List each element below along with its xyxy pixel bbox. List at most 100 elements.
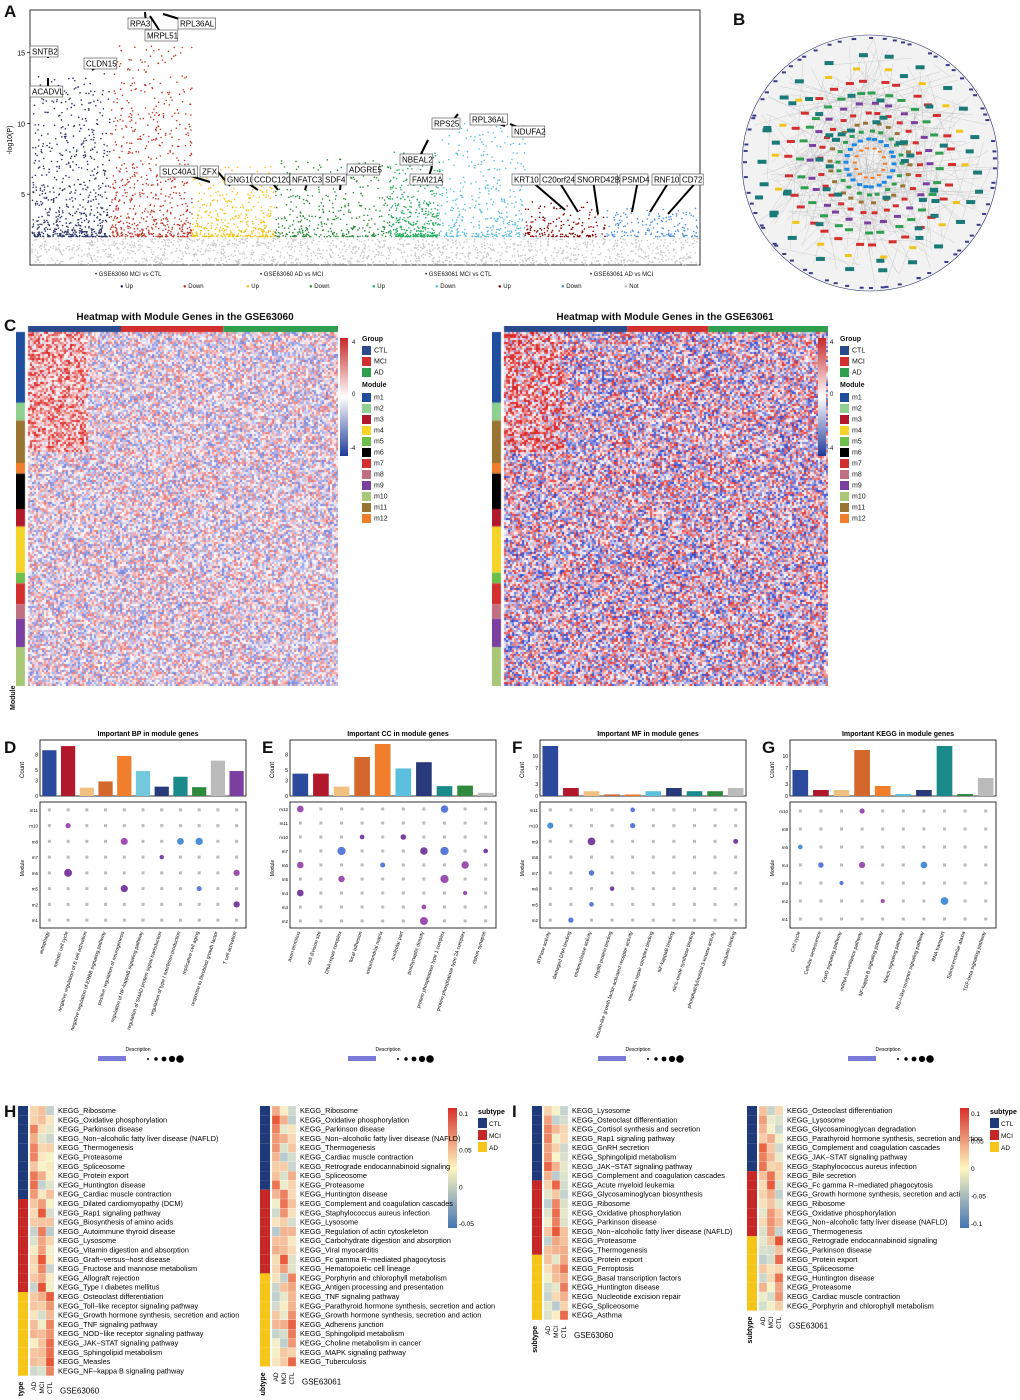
network-edges	[754, 39, 993, 287]
point-not	[553, 247, 556, 250]
point-sig	[613, 230, 616, 233]
point-sig	[518, 218, 521, 220]
point-sig	[505, 235, 508, 238]
point-sig	[93, 136, 95, 139]
point-sig	[84, 151, 86, 153]
point-not	[99, 262, 101, 265]
point-sig	[59, 216, 62, 219]
point-sig	[430, 208, 433, 211]
point-not	[522, 249, 524, 251]
point-sig	[549, 222, 552, 225]
point-sig	[347, 232, 350, 234]
point-sig	[109, 150, 111, 153]
point-sig	[267, 230, 270, 232]
point-sig	[456, 235, 458, 238]
point-not	[306, 238, 309, 240]
point-not	[581, 237, 583, 240]
point-not	[290, 254, 293, 257]
point-not	[39, 244, 42, 247]
network-edge	[879, 122, 942, 130]
point-sig	[483, 159, 486, 162]
point-sig	[79, 204, 81, 206]
point-sig	[146, 196, 149, 198]
point-sig	[131, 82, 134, 85]
point-sig	[85, 120, 88, 122]
point-sig	[270, 165, 272, 168]
point-sig	[112, 101, 115, 103]
point-not	[258, 259, 261, 262]
point-not	[127, 257, 129, 259]
point-not	[41, 243, 44, 245]
point-sig	[131, 164, 134, 166]
point-not	[448, 257, 451, 259]
point-not	[565, 245, 568, 247]
point-sig	[645, 233, 647, 236]
point-not	[475, 246, 478, 249]
point-sig	[477, 163, 479, 166]
point-sig	[275, 232, 277, 234]
point-not	[146, 259, 149, 262]
point-sig	[70, 221, 72, 224]
point-not	[400, 251, 403, 254]
network-edge	[851, 168, 992, 174]
point-not	[524, 257, 526, 260]
network-edge	[906, 127, 953, 131]
point-sig	[108, 121, 111, 124]
point-sig	[88, 225, 90, 228]
point-not	[696, 238, 699, 240]
point-not	[218, 261, 220, 264]
point-not	[630, 250, 632, 252]
point-sig	[141, 163, 144, 165]
point-sig	[101, 133, 104, 135]
point-sig	[101, 227, 103, 229]
point-sig	[221, 209, 224, 211]
point-sig	[181, 181, 184, 183]
point-sig	[114, 198, 116, 200]
point-sig	[367, 235, 369, 237]
point-not	[239, 252, 241, 255]
point-not	[570, 260, 572, 263]
point-not	[88, 241, 90, 244]
point-sig	[297, 165, 300, 168]
point-not	[227, 241, 229, 243]
point-sig	[411, 168, 413, 170]
point-sig	[457, 149, 460, 152]
point-sig	[586, 234, 589, 237]
point-not	[428, 255, 431, 258]
point-sig	[264, 166, 266, 169]
point-sig	[305, 226, 308, 229]
point-not	[426, 264, 429, 266]
point-sig	[185, 133, 187, 136]
network-edge	[798, 109, 868, 157]
point-not	[356, 260, 358, 263]
point-not	[109, 249, 112, 251]
point-not	[446, 255, 448, 258]
point-not	[467, 253, 470, 255]
point-not	[205, 249, 207, 252]
point-not	[235, 239, 238, 241]
point-sig	[102, 163, 104, 166]
point-sig	[521, 219, 523, 222]
point-sig	[48, 224, 51, 227]
point-not	[121, 263, 124, 266]
point-sig	[423, 213, 425, 216]
point-sig	[60, 119, 63, 121]
point-sig	[509, 189, 512, 191]
point-sig	[144, 61, 146, 63]
network-node	[760, 98, 765, 101]
point-not	[57, 237, 60, 240]
point-sig	[245, 235, 248, 237]
point-sig	[103, 73, 106, 75]
point-not	[137, 240, 139, 242]
point-sig	[62, 177, 64, 180]
point-sig	[134, 213, 137, 216]
point-not	[124, 246, 126, 248]
point-sig	[89, 82, 92, 85]
network-node	[759, 224, 764, 227]
point-sig	[642, 224, 644, 226]
point-sig	[189, 211, 191, 214]
point-sig	[404, 232, 407, 235]
point-not	[39, 261, 41, 264]
point-sig	[154, 139, 157, 141]
point-not	[61, 254, 64, 256]
